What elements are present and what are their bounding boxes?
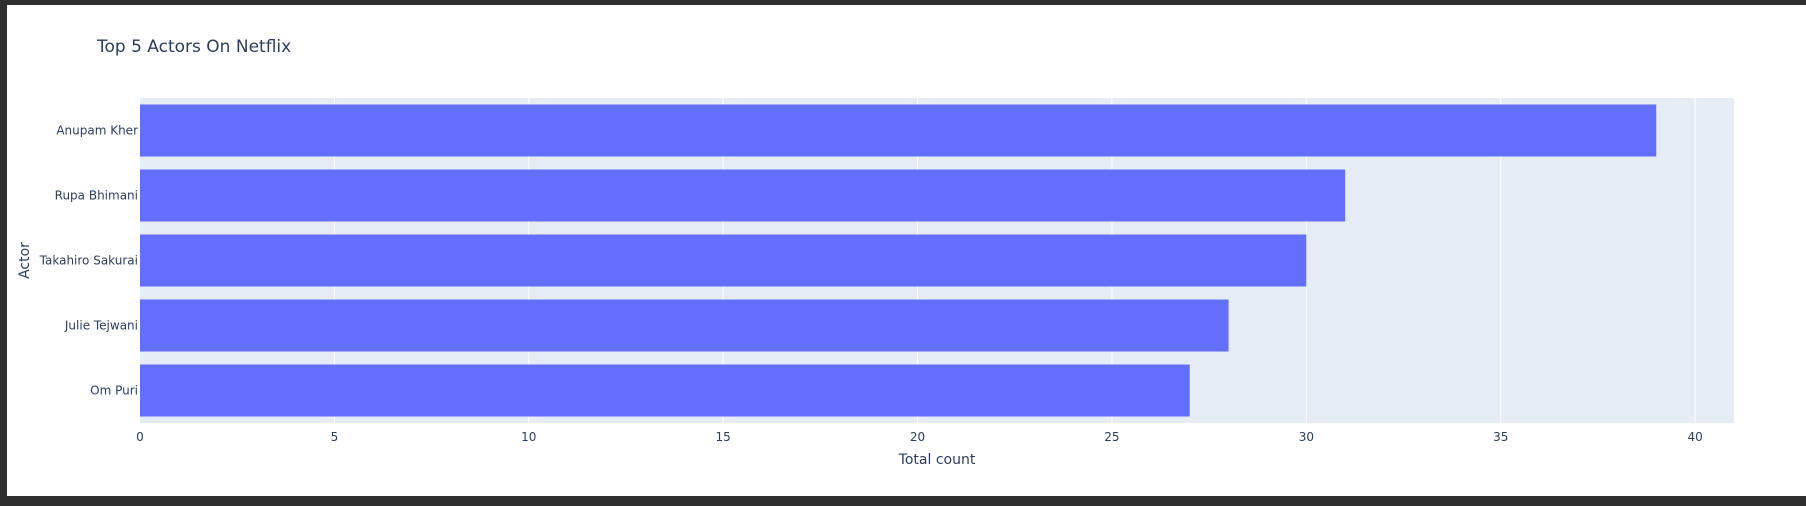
x-tick-labels: 0 5 10 15 20 25 30 35 40 [136, 430, 1703, 444]
y-tick-label: Rupa Bhimani [55, 189, 138, 203]
bar [140, 364, 1190, 417]
bar [140, 104, 1657, 157]
bar-chart: Top 5 Actors On Netflix Anupam Kher Rupa … [17, 37, 1734, 468]
x-axis-title: Total count [898, 452, 976, 468]
bars [140, 104, 1657, 417]
bar [140, 169, 1346, 222]
x-tick-label: 20 [910, 430, 925, 444]
y-tick-label: Om Puri [90, 384, 138, 398]
y-tick-label: Anupam Kher [56, 124, 138, 138]
x-tick-label: 5 [331, 430, 339, 444]
x-tick-label: 25 [1104, 430, 1119, 444]
y-tick-labels: Anupam Kher Rupa Bhimani Takahiro Sakurai J… [39, 124, 138, 398]
x-tick-label: 15 [716, 430, 731, 444]
x-tick-label: 40 [1687, 430, 1702, 444]
chart-title: Top 5 Actors On Netflix [96, 37, 291, 57]
x-tick-label: 35 [1493, 430, 1508, 444]
y-axis-title: Actor [17, 242, 33, 279]
x-tick-label: 10 [521, 430, 536, 444]
bar [140, 299, 1229, 352]
y-tick-label: Julie Tejwani [64, 319, 138, 333]
x-tick-label: 0 [136, 430, 144, 444]
chart-frame: Top 5 Actors On Netflix Anupam Kher Rupa … [7, 5, 1806, 496]
y-tick-label: Takahiro Sakurai [39, 254, 138, 268]
bar [140, 234, 1307, 287]
x-tick-label: 30 [1299, 430, 1314, 444]
